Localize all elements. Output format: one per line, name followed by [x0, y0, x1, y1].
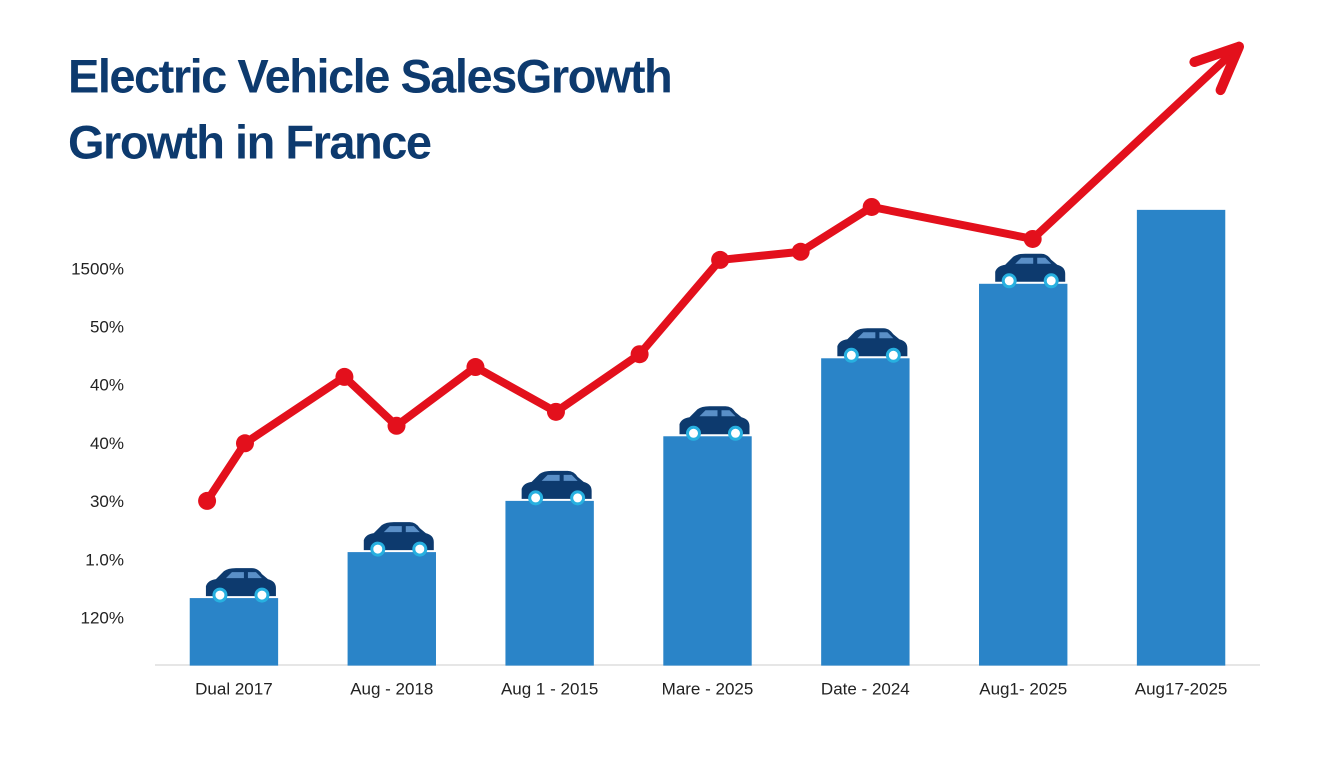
x-tick-label: Dual 2017: [195, 679, 273, 698]
car-icon: [837, 328, 908, 363]
car-wheel: [528, 490, 544, 506]
y-tick-label: 30%: [90, 492, 124, 511]
car-window: [541, 474, 578, 481]
car-wheel: [254, 587, 270, 603]
car-window: [383, 526, 420, 533]
bar: [505, 500, 594, 666]
car-wheel: [885, 347, 901, 363]
car-icon: [521, 470, 592, 506]
trend-point: [198, 491, 217, 510]
bar: [979, 283, 1068, 666]
trend-point: [711, 250, 730, 269]
car-window: [225, 572, 262, 579]
car-wheel: [570, 490, 586, 506]
trend-point: [1023, 229, 1042, 248]
car-wheel: [212, 587, 228, 603]
x-tick-label: Aug1- 2025: [979, 679, 1067, 698]
bar: [1136, 209, 1226, 666]
trend-point: [466, 358, 485, 377]
trend-point: [335, 367, 354, 386]
car-wheel: [728, 425, 743, 441]
trend-point: [791, 242, 810, 261]
trend-point: [387, 416, 406, 435]
chart-title: Electric Vehicle SalesGrowth: [68, 49, 671, 102]
car-icon: [995, 253, 1066, 289]
trend-point: [235, 434, 254, 453]
x-tick-label: Mare - 2025: [662, 679, 754, 698]
car-wheel: [843, 347, 859, 363]
car-wheel: [686, 425, 701, 441]
trend-point: [546, 402, 565, 421]
car-icon: [205, 568, 276, 603]
bar: [663, 436, 752, 666]
x-tick-label: Date - 2024: [821, 679, 910, 698]
car-window: [857, 332, 894, 339]
bar: [189, 598, 279, 666]
x-tick-label: Aug17-2025: [1135, 679, 1228, 698]
car-wheel: [370, 541, 386, 557]
x-tick-label: Aug 1 - 2015: [501, 679, 598, 698]
y-tick-label: 1500%: [71, 259, 124, 278]
car-wheel: [1043, 273, 1059, 289]
y-tick-label: 40%: [90, 376, 124, 395]
x-tick-label: Aug - 2018: [350, 679, 433, 698]
y-tick-label: 1.0%: [85, 550, 124, 569]
y-tick-label: 40%: [90, 434, 124, 453]
bar: [821, 358, 910, 666]
trend-line: [203, 48, 1238, 505]
car-wheel: [412, 541, 428, 557]
arrow-head: [1189, 41, 1245, 96]
car-icon: [679, 406, 750, 441]
car-window: [699, 410, 736, 417]
y-tick-label: 120%: [81, 609, 124, 628]
y-tick-label: 50%: [90, 318, 124, 337]
car-wheel: [1001, 273, 1017, 289]
car-window: [1015, 257, 1052, 264]
trend-point: [630, 345, 649, 364]
chart-title: Growth in France: [68, 115, 431, 168]
bar: [347, 552, 436, 666]
car-icon: [363, 522, 434, 557]
trend-point: [862, 197, 881, 216]
